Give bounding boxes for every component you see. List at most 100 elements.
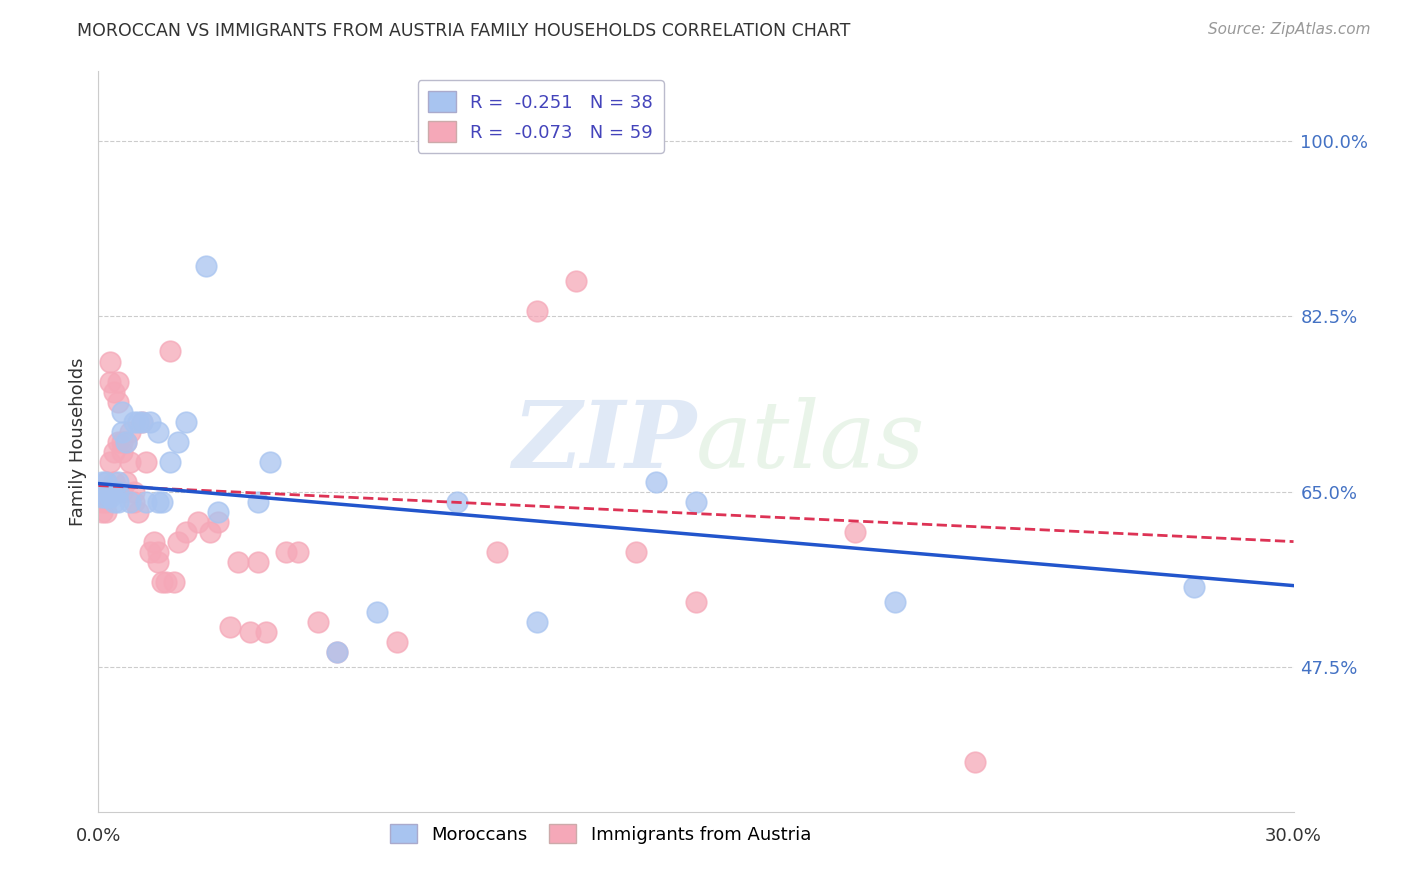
Point (195, 260, 218, 274)
Point (326, 645, 349, 659)
Point (98, 490, 122, 504)
Point (844, 524, 866, 539)
Point (111, 434, 134, 449)
Point (96, 490, 118, 504)
Point (139, 415, 162, 429)
Point (239, 624, 262, 639)
Point (163, 574, 186, 589)
Point (103, 484, 125, 499)
Point (124, 484, 146, 499)
Point (127, 505, 149, 519)
Point (485, 544, 508, 558)
Point (1182, 580, 1205, 594)
Point (174, 415, 197, 429)
Point (103, 384, 125, 399)
Point (148, 544, 170, 558)
Point (685, 594, 707, 608)
Point (107, 475, 129, 489)
Point (167, 534, 190, 549)
Point (187, 515, 209, 529)
Point (111, 425, 134, 439)
Point (107, 494, 129, 508)
Point (174, 524, 197, 539)
Legend: Moroccans, Immigrants from Austria: Moroccans, Immigrants from Austria (382, 816, 818, 851)
Point (326, 645, 349, 659)
Point (96, 505, 118, 519)
Point (98, 484, 122, 499)
Point (246, 494, 269, 508)
Point (254, 624, 277, 639)
Point (645, 475, 668, 489)
Text: 30.0%: 30.0% (1265, 827, 1322, 845)
Y-axis label: Family Households: Family Households (69, 358, 87, 525)
Point (103, 494, 125, 508)
Point (96, 475, 118, 489)
Point (226, 555, 249, 569)
Point (565, 275, 588, 289)
Point (107, 375, 129, 389)
Point (124, 415, 146, 429)
Point (526, 304, 548, 318)
Point (107, 394, 129, 409)
Point (107, 484, 129, 499)
Point (246, 555, 269, 569)
Point (91, 475, 114, 489)
Point (626, 544, 648, 558)
Point (96, 475, 118, 489)
Point (198, 524, 221, 539)
Point (207, 515, 229, 529)
Point (219, 619, 242, 633)
Point (120, 425, 142, 439)
Point (115, 434, 138, 449)
Point (91, 490, 114, 504)
Point (167, 434, 190, 449)
Point (159, 454, 181, 468)
Point (91, 494, 114, 508)
Point (526, 615, 548, 629)
Text: Source: ZipAtlas.com: Source: ZipAtlas.com (1208, 22, 1371, 37)
Point (143, 534, 166, 549)
Point (446, 494, 468, 508)
Point (107, 434, 129, 449)
Point (207, 505, 229, 519)
Point (131, 415, 153, 429)
Point (385, 634, 409, 648)
Point (115, 434, 138, 449)
Point (96, 484, 118, 499)
Point (139, 544, 162, 558)
Point (127, 415, 149, 429)
Point (287, 544, 309, 558)
Text: ZIP: ZIP (512, 397, 696, 486)
Point (148, 425, 170, 439)
Point (150, 574, 173, 589)
Point (148, 555, 170, 569)
Point (98, 354, 122, 368)
Point (96, 494, 118, 508)
Point (884, 594, 907, 608)
Point (274, 544, 297, 558)
Point (111, 484, 134, 499)
Point (963, 755, 986, 769)
Point (91, 505, 114, 519)
Text: MOROCCAN VS IMMIGRANTS FROM AUSTRIA FAMILY HOUSEHOLDS CORRELATION CHART: MOROCCAN VS IMMIGRANTS FROM AUSTRIA FAMI… (77, 22, 851, 40)
Point (115, 475, 138, 489)
Point (148, 494, 170, 508)
Point (135, 454, 157, 468)
Point (124, 494, 146, 508)
Point (98, 454, 122, 468)
Point (120, 494, 142, 508)
Point (91, 484, 114, 499)
Point (98, 375, 122, 389)
Point (159, 344, 181, 359)
Point (259, 454, 281, 468)
Point (111, 444, 134, 458)
Text: atlas: atlas (696, 397, 925, 486)
Point (120, 454, 142, 468)
Point (131, 415, 153, 429)
Point (103, 444, 125, 458)
Point (135, 494, 157, 508)
Point (150, 494, 173, 508)
Point (685, 494, 707, 508)
Point (91, 490, 114, 504)
Point (111, 404, 134, 418)
